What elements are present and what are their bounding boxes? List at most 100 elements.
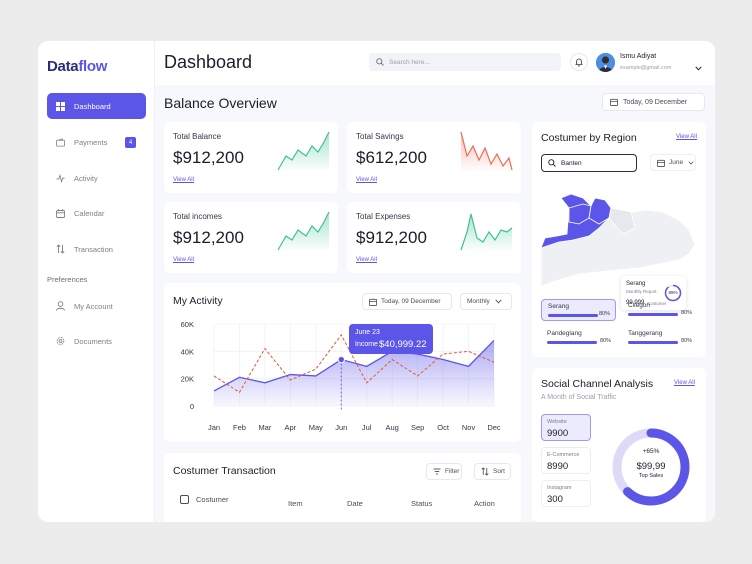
region-tooltip: Serang Monthly Report 99.999 Costumer 89… bbox=[621, 276, 686, 310]
calendar-icon bbox=[610, 98, 618, 106]
donut-label: Top Sales bbox=[638, 473, 664, 479]
region-item-serang[interactable]: Serang 80% bbox=[541, 299, 616, 321]
filter-button[interactable]: Filter bbox=[426, 463, 462, 480]
column-header-status[interactable]: Status bbox=[411, 499, 433, 508]
region-item-cilegon[interactable]: Cilegon 80% bbox=[622, 299, 697, 321]
region-map[interactable] bbox=[539, 188, 699, 288]
x-tick-label: Dec bbox=[487, 423, 501, 432]
view-all-link[interactable]: View All bbox=[356, 177, 377, 183]
column-header-customer[interactable]: Costumer bbox=[196, 495, 229, 504]
sidebar-item-label: Documents bbox=[74, 336, 112, 346]
bell-icon bbox=[575, 58, 583, 66]
customer-region-card: Costumer by Region View All Banten June … bbox=[532, 122, 706, 357]
x-tick-label: Aug bbox=[386, 423, 399, 432]
notification-button[interactable] bbox=[570, 53, 588, 71]
region-pct: 80% bbox=[680, 338, 692, 344]
stat-card-total-savings[interactable]: Total Savings $612,200 View All bbox=[347, 122, 521, 193]
column-header-item[interactable]: Item bbox=[288, 499, 303, 508]
sidebar-item-documents[interactable]: Documents bbox=[47, 328, 146, 354]
wallet-icon bbox=[56, 137, 65, 147]
column-header-action[interactable]: Action bbox=[474, 499, 495, 508]
grid-icon bbox=[56, 101, 65, 111]
x-tick-label: Jun bbox=[335, 423, 347, 432]
x-tick-label: Sep bbox=[411, 423, 424, 432]
avatar[interactable] bbox=[596, 53, 615, 72]
sidebar-item-label: Transaction bbox=[74, 244, 113, 254]
x-tick-label: Jul bbox=[362, 423, 372, 432]
activity-line-chart: 60K 40K 20K 0 Jan Feb Mar Apr May Jun Jul Aug Sep Oct… bbox=[181, 320, 501, 432]
highlight-point[interactable] bbox=[337, 355, 345, 364]
swap-icon bbox=[56, 244, 65, 254]
search-placeholder: Search here... bbox=[389, 58, 430, 66]
chart-tooltip: June 23 Income $40,999.22 bbox=[349, 324, 433, 354]
view-all-link[interactable]: View All bbox=[173, 177, 194, 183]
date-label: Today, 09 December bbox=[623, 98, 688, 106]
sidebar-item-label: My Account bbox=[74, 301, 113, 311]
month-select[interactable]: June bbox=[650, 154, 696, 171]
channel-name: Instagram bbox=[547, 485, 572, 491]
select-all-checkbox[interactable] bbox=[180, 495, 189, 504]
search-input[interactable]: Search here... bbox=[369, 53, 561, 71]
my-activity-card: My Activity Today, 09 December Monthly 6… bbox=[164, 283, 521, 442]
sidebar-item-label: Activity bbox=[74, 173, 98, 183]
sparkline-chart bbox=[277, 211, 330, 252]
user-icon bbox=[56, 301, 65, 311]
region-view-all-link[interactable]: View All bbox=[676, 134, 697, 140]
region-title: Costumer by Region bbox=[541, 132, 637, 144]
date-picker[interactable]: Today, 09 December bbox=[602, 93, 705, 111]
stat-value: $912,200 bbox=[356, 228, 427, 247]
view-all-link[interactable]: View All bbox=[173, 257, 194, 263]
period-select[interactable]: Monthly bbox=[460, 293, 512, 310]
sidebar-item-payments[interactable]: Payments 4 bbox=[47, 129, 146, 155]
region-search-input[interactable]: Banten bbox=[541, 154, 637, 172]
region-percent-ring bbox=[664, 284, 682, 302]
user-name: Ismu Adiyat bbox=[620, 53, 657, 60]
stat-card-total-balance[interactable]: Total Balance $912,200 View All bbox=[164, 122, 338, 193]
tooltip-month: June 23 bbox=[355, 329, 380, 336]
stat-label: Total Savings bbox=[356, 132, 404, 141]
calendar-icon bbox=[56, 208, 65, 218]
sparkline-chart bbox=[460, 131, 513, 172]
view-all-link[interactable]: View All bbox=[356, 257, 377, 263]
social-view-all-link[interactable]: View All bbox=[674, 380, 695, 386]
channel-ecommerce[interactable]: E-Commerce 8990 bbox=[541, 447, 591, 474]
donut-growth: +65% bbox=[642, 448, 660, 455]
income-line bbox=[213, 339, 495, 392]
sidebar-item-activity[interactable]: Activity bbox=[47, 165, 146, 191]
activity-date-picker[interactable]: Today, 09 December bbox=[362, 293, 452, 310]
region-name: Cilegon bbox=[628, 302, 651, 309]
sidebar-item-my-account[interactable]: My Account bbox=[47, 293, 146, 319]
sort-button[interactable]: Sort bbox=[474, 463, 511, 480]
region-item-pandeglang[interactable]: Pandeglang 80% bbox=[541, 327, 616, 349]
tooltip-label: Income bbox=[355, 341, 378, 348]
y-tick-label: 40K bbox=[181, 347, 194, 356]
activity-date-label: Today, 09 December bbox=[381, 298, 441, 305]
sidebar-item-calendar[interactable]: Calendar bbox=[47, 200, 146, 226]
region-pct: 80% bbox=[599, 338, 611, 344]
channel-website[interactable]: Website 9900 bbox=[541, 414, 591, 441]
column-header-date[interactable]: Date bbox=[347, 499, 363, 508]
stat-card-total-incomes[interactable]: Total incomes $912,200 View All bbox=[164, 202, 338, 273]
region-pct: 80% bbox=[598, 311, 610, 317]
x-tick-label: Nov bbox=[462, 423, 476, 432]
chevron-down-icon[interactable] bbox=[695, 58, 702, 76]
tooltip-region-count: 99.999 bbox=[626, 300, 645, 306]
tooltip-value: $40,999.22 bbox=[379, 339, 427, 350]
stat-card-total-expenses[interactable]: Total Expenses $912,200 View All bbox=[347, 202, 521, 273]
main-content: Dashboard Search here... Ismu Adiyat exa… bbox=[155, 41, 715, 522]
search-icon bbox=[548, 159, 556, 167]
region-item-tanggerang[interactable]: Tanggerang 80% bbox=[622, 327, 697, 349]
brand-logo[interactable]: Dataflow bbox=[47, 58, 108, 75]
tooltip-region-sub: Monthly Report bbox=[626, 289, 657, 294]
channel-instagram[interactable]: Instagram 300 bbox=[541, 480, 591, 507]
region-bar bbox=[548, 314, 598, 317]
x-tick-label: Apr bbox=[285, 423, 297, 432]
customer-transaction-card: Costumer Transaction Filter Sort Costume… bbox=[164, 453, 521, 522]
region-name: Pandeglang bbox=[547, 330, 582, 337]
social-channel-card: Social Channel Analysis View All A Month… bbox=[532, 368, 706, 522]
sidebar-item-transaction[interactable]: Transaction bbox=[47, 236, 146, 262]
sidebar-item-dashboard[interactable]: Dashboard bbox=[47, 93, 146, 119]
social-title: Social Channel Analysis bbox=[541, 378, 654, 390]
activity-title: My Activity bbox=[173, 295, 223, 307]
sparkline-chart bbox=[277, 131, 330, 172]
